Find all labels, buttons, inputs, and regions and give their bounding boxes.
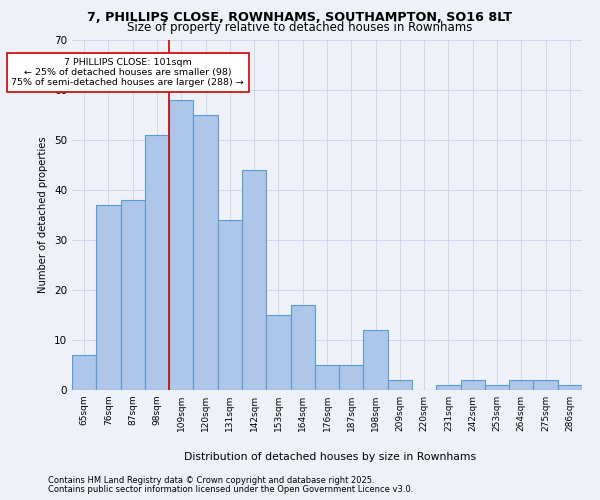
Text: 7, PHILLIPS CLOSE, ROWNHAMS, SOUTHAMPTON, SO16 8LT: 7, PHILLIPS CLOSE, ROWNHAMS, SOUTHAMPTON… — [88, 11, 512, 24]
Bar — [339, 365, 364, 390]
Bar — [218, 220, 242, 390]
Bar — [436, 385, 461, 390]
Bar — [461, 380, 485, 390]
Bar — [193, 115, 218, 390]
Text: 7 PHILLIPS CLOSE: 101sqm
← 25% of detached houses are smaller (98)
75% of semi-d: 7 PHILLIPS CLOSE: 101sqm ← 25% of detach… — [11, 58, 244, 88]
Bar — [558, 385, 582, 390]
Y-axis label: Number of detached properties: Number of detached properties — [38, 136, 49, 294]
Bar — [72, 355, 96, 390]
Bar — [96, 205, 121, 390]
Bar — [169, 100, 193, 390]
Bar — [533, 380, 558, 390]
Bar — [388, 380, 412, 390]
Bar — [509, 380, 533, 390]
Bar — [315, 365, 339, 390]
Text: Size of property relative to detached houses in Rownhams: Size of property relative to detached ho… — [127, 21, 473, 34]
Bar — [485, 385, 509, 390]
Text: Distribution of detached houses by size in Rownhams: Distribution of detached houses by size … — [184, 452, 476, 462]
Bar — [290, 305, 315, 390]
Text: Contains HM Land Registry data © Crown copyright and database right 2025.: Contains HM Land Registry data © Crown c… — [48, 476, 374, 485]
Bar — [242, 170, 266, 390]
Bar — [364, 330, 388, 390]
Bar — [266, 315, 290, 390]
Bar — [121, 200, 145, 390]
Text: Contains public sector information licensed under the Open Government Licence v3: Contains public sector information licen… — [48, 484, 413, 494]
Bar — [145, 135, 169, 390]
